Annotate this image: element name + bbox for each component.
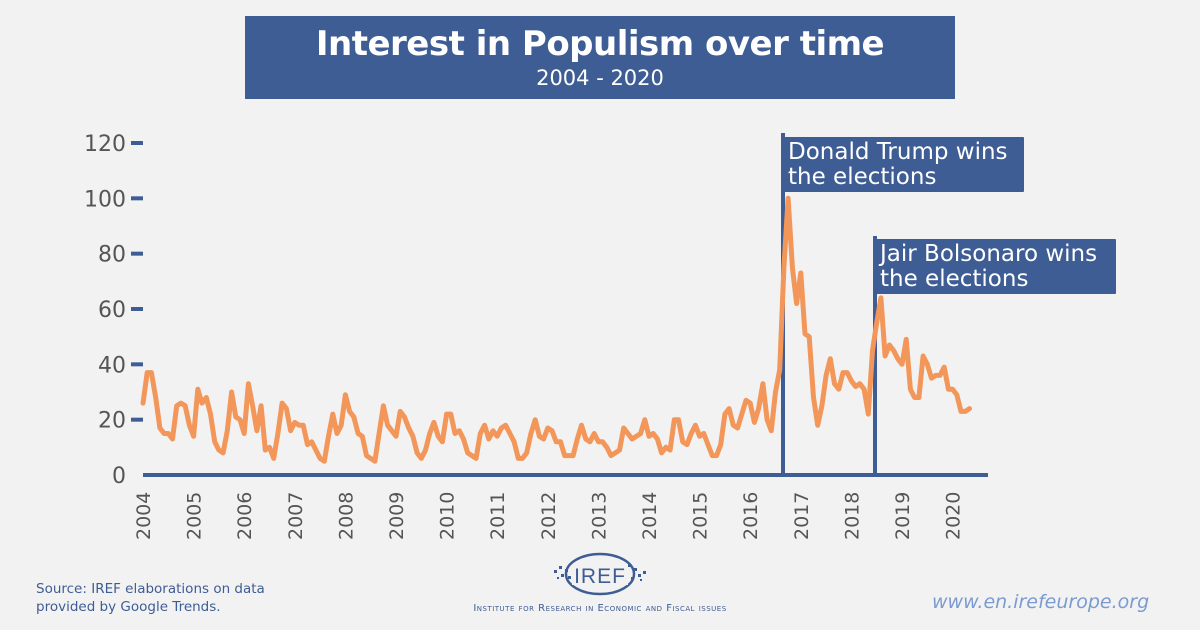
x-tick-label: 2020 [943,492,965,540]
x-tick-label: 2014 [639,492,661,540]
logo-text-bg [572,565,628,585]
y-tick-label: 80 [98,243,126,268]
x-tick-label: 2016 [740,492,762,540]
x-tick-label: 2009 [386,492,408,540]
x-tick-label: 2011 [487,492,509,540]
series-group [140,195,972,464]
website-link[interactable]: www.en.irefeurope.org [932,591,1150,613]
y-tick-label: 0 [112,464,126,489]
x-tick-label: 2013 [588,492,610,540]
y-tick-label: 120 [84,132,126,157]
x-tick-label: 2006 [234,492,256,540]
annotation-bolsonaro-line1: Jair Bolsonaro wins [880,241,1098,267]
source-line-1: Source: IREF elaborations on data [36,581,265,597]
logo-dots [554,564,646,581]
y-tick-label: 100 [84,187,126,212]
y-tick-label: 60 [98,298,126,323]
iref-logo: IREF [554,552,646,596]
annotation-bolsonaro: Jair Bolsonaro wins the elections [876,239,1116,294]
x-tick-label: 2018 [841,492,863,540]
x-tick-label: 2004 [133,492,155,540]
institute-name: Institute for Research in Economic and F… [473,603,727,614]
logo-text: IREF [574,565,626,588]
series-line [140,195,972,464]
x-tick-label: 2017 [791,492,813,540]
x-axis: 2004 2005 2006 2007 2008 2009 2010 2011 2012 2013… [133,473,988,540]
x-tick-label: 2012 [538,492,560,540]
x-tick-label: 2007 [285,492,307,540]
source-line-2: provided by Google Trends. [36,599,221,615]
title-banner: Interest in Populism over time 2004 - 20… [245,16,955,99]
y-tick-label: 20 [98,409,126,434]
y-tick-label: 40 [98,353,126,378]
annotation-trump-line2: the elections [788,164,937,190]
annotation-trump-line1: Donald Trump wins [788,139,1008,165]
x-tick-label: 2015 [690,492,712,540]
chart-subtitle: 2004 - 2020 [536,66,664,90]
logo-ellipse [564,552,636,596]
x-tick-label: 2005 [184,492,206,540]
y-axis: 0 20 40 60 80 100 120 [84,132,143,489]
x-tick-label: 2019 [892,492,914,540]
annotation-trump: Donald Trump wins the elections [784,137,1024,192]
chart-title: Interest in Populism over time [315,24,885,64]
x-tick-label: 2008 [335,492,357,540]
x-tick-label: 2010 [437,492,459,540]
source-note: Source: IREF elaborations on data provid… [36,580,265,616]
annotation-bolsonaro-line2: the elections [880,266,1029,292]
